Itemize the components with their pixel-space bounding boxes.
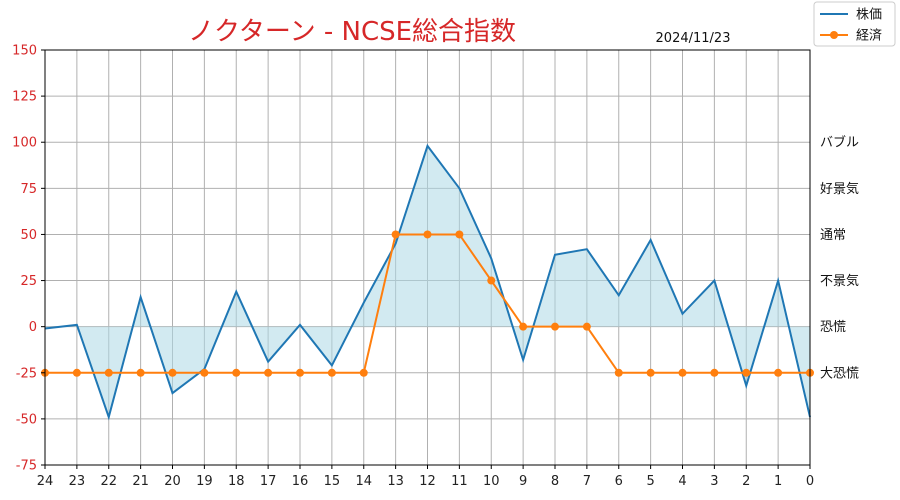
legend-label: 株価: [856, 8, 882, 23]
x-tick-label: 11: [451, 474, 468, 489]
y-tick-label: -50: [16, 412, 37, 427]
series-point: [72, 368, 81, 377]
series-point: [678, 368, 687, 377]
level-label: 好景気: [820, 181, 859, 197]
series-lines: [41, 143, 814, 421]
series-point: [264, 368, 273, 377]
y-tick-label: -25: [16, 366, 37, 381]
y-tick-label: 50: [20, 228, 37, 243]
x-tick-label: 4: [678, 474, 686, 489]
series-point: [519, 322, 528, 331]
chart-date: 2024/11/23: [656, 31, 731, 46]
y-tick-label: -75: [16, 459, 37, 474]
series-point: [487, 276, 496, 285]
x-tick-label: 13: [387, 474, 404, 489]
y-tick-label: 25: [20, 274, 37, 289]
series-point: [582, 322, 591, 331]
series-point: [168, 368, 177, 377]
y-tick-label: 150: [12, 44, 37, 59]
x-tick-label: 23: [69, 474, 86, 489]
level-label: 通常: [820, 228, 846, 243]
legend-box: [813, 1, 896, 47]
level-label: バブル: [820, 135, 859, 151]
level-label: 恐慌: [820, 320, 846, 335]
y-tick-label: 0: [29, 320, 37, 335]
y-tick-label: 100: [12, 136, 37, 151]
x-tick-label: 12: [419, 474, 436, 489]
series-point: [614, 368, 623, 377]
level-label: 大恐慌: [820, 366, 859, 381]
chart-title: ノクターン - NCSE総合指数: [188, 17, 516, 47]
x-tick-label: 0: [806, 474, 814, 489]
y-tick-label: 125: [12, 90, 37, 105]
x-tick-label: 17: [260, 474, 277, 489]
y-tick-label: 75: [20, 182, 37, 197]
series-point: [455, 230, 464, 239]
level-label: 不景気: [820, 273, 859, 289]
x-tick-label: 18: [228, 474, 245, 489]
series-point: [646, 368, 655, 377]
x-ticks: 24 23 22 21 20 19 18 17 16 15 14 13 12 11 10 9 8 7 6 5 4 3 2 1 0: [37, 465, 814, 489]
x-tick-label: 6: [615, 474, 623, 489]
stock-fill-area: [45, 145, 810, 418]
x-tick-label: 2: [742, 474, 750, 489]
series-point: [742, 368, 751, 377]
series-point: [136, 368, 145, 377]
stock-fill: [45, 145, 810, 418]
x-tick-label: 19: [196, 474, 213, 489]
x-tick-label: 10: [483, 474, 500, 489]
x-tick-label: 15: [324, 474, 341, 489]
x-tick-label: 14: [355, 474, 372, 489]
series-point: [359, 368, 368, 377]
x-tick-label: 20: [164, 474, 181, 489]
series-line-0: [44, 143, 811, 421]
x-tick-label: 5: [646, 474, 654, 489]
x-tick-label: 16: [292, 474, 309, 489]
x-tick-label: 22: [100, 474, 117, 489]
x-tick-label: 3: [710, 474, 718, 489]
series-point: [391, 230, 400, 239]
x-tick-label: 9: [519, 474, 527, 489]
x-tick-label: 8: [551, 474, 559, 489]
x-tick-label: 1: [774, 474, 782, 489]
x-tick-label: 24: [37, 474, 54, 489]
y-ticks: -75 -50 -25 0 25 50 75 100 125 150: [12, 44, 45, 474]
x-tick-label: 7: [583, 474, 591, 489]
series-point: [327, 368, 336, 377]
x-tick-label: 21: [132, 474, 149, 489]
series-point: [232, 368, 241, 377]
series-point: [200, 368, 209, 377]
series-point: [104, 368, 113, 377]
series-point: [423, 230, 432, 239]
legend-label: 経済: [856, 28, 882, 44]
legend-marker: [830, 31, 838, 39]
series-point: [296, 368, 304, 377]
series-point: [774, 368, 783, 377]
series-point: [710, 368, 719, 377]
series-point: [551, 322, 559, 331]
